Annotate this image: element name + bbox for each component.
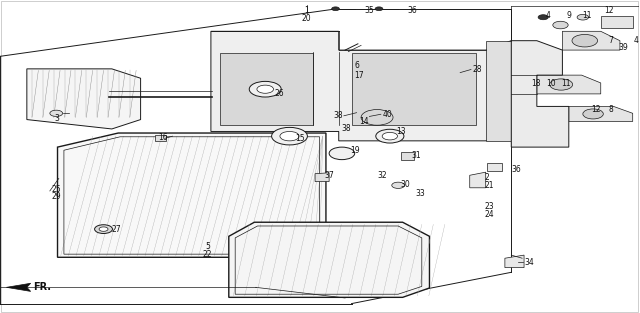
Text: 25: 25 xyxy=(51,185,61,194)
Circle shape xyxy=(382,132,397,140)
Circle shape xyxy=(50,110,63,116)
Text: FR.: FR. xyxy=(33,282,51,292)
Text: 29: 29 xyxy=(51,192,61,201)
Text: 10: 10 xyxy=(546,80,556,88)
Text: 14: 14 xyxy=(359,117,369,126)
Text: 40: 40 xyxy=(382,110,392,119)
Text: 11: 11 xyxy=(582,11,591,20)
Polygon shape xyxy=(487,163,502,171)
Text: 31: 31 xyxy=(411,151,420,160)
Polygon shape xyxy=(537,75,601,94)
Polygon shape xyxy=(470,172,486,188)
Text: 37: 37 xyxy=(324,172,335,180)
Text: 19: 19 xyxy=(350,146,360,155)
Text: 38: 38 xyxy=(342,124,351,133)
Circle shape xyxy=(280,131,299,141)
Text: 27: 27 xyxy=(112,225,122,233)
Circle shape xyxy=(329,147,355,160)
Polygon shape xyxy=(563,31,620,50)
Circle shape xyxy=(332,7,339,11)
Polygon shape xyxy=(601,16,633,28)
Text: 16: 16 xyxy=(159,133,168,142)
Polygon shape xyxy=(211,31,511,141)
Text: 39: 39 xyxy=(619,43,628,52)
Polygon shape xyxy=(505,255,524,268)
Text: 4: 4 xyxy=(546,11,551,20)
Circle shape xyxy=(583,109,604,119)
Text: 4: 4 xyxy=(634,36,639,45)
Text: 15: 15 xyxy=(295,134,305,143)
Text: 9: 9 xyxy=(566,11,572,20)
Text: 11: 11 xyxy=(561,80,571,88)
Text: 21: 21 xyxy=(484,181,494,190)
Circle shape xyxy=(550,79,573,90)
Circle shape xyxy=(553,21,568,29)
Circle shape xyxy=(577,14,589,20)
Circle shape xyxy=(538,15,548,20)
Polygon shape xyxy=(6,283,31,291)
Circle shape xyxy=(257,85,273,93)
Text: 35: 35 xyxy=(364,7,374,15)
Text: 33: 33 xyxy=(415,189,425,198)
Circle shape xyxy=(572,34,598,47)
Polygon shape xyxy=(58,133,326,257)
Text: 32: 32 xyxy=(378,171,387,180)
Polygon shape xyxy=(486,41,511,141)
Circle shape xyxy=(376,129,404,143)
Polygon shape xyxy=(315,173,329,182)
Text: 8: 8 xyxy=(609,105,613,114)
Text: 26: 26 xyxy=(275,90,284,98)
Text: 18: 18 xyxy=(531,80,540,88)
Circle shape xyxy=(95,225,113,233)
Text: 13: 13 xyxy=(396,127,406,136)
Polygon shape xyxy=(155,135,166,141)
Text: 38: 38 xyxy=(333,111,342,120)
Text: 12: 12 xyxy=(591,105,600,114)
Text: 7: 7 xyxy=(609,36,613,44)
Text: 5: 5 xyxy=(205,242,210,251)
Text: 3: 3 xyxy=(54,115,59,123)
Polygon shape xyxy=(401,152,414,160)
Circle shape xyxy=(375,7,383,11)
Circle shape xyxy=(99,227,108,231)
Text: 36: 36 xyxy=(408,7,417,15)
Circle shape xyxy=(392,182,404,188)
Text: 6: 6 xyxy=(355,61,360,70)
Circle shape xyxy=(271,127,307,145)
Polygon shape xyxy=(27,69,141,129)
Text: 24: 24 xyxy=(484,210,494,218)
Text: 2: 2 xyxy=(484,173,489,182)
Text: 28: 28 xyxy=(473,65,483,74)
Text: 1: 1 xyxy=(305,7,309,15)
Polygon shape xyxy=(228,222,429,297)
Text: 17: 17 xyxy=(355,71,364,80)
Text: 30: 30 xyxy=(400,180,410,189)
Polygon shape xyxy=(569,106,633,121)
Text: 34: 34 xyxy=(524,258,534,267)
Polygon shape xyxy=(351,53,476,125)
Text: 20: 20 xyxy=(302,14,312,23)
Text: 22: 22 xyxy=(203,250,212,259)
Text: 36: 36 xyxy=(511,165,521,173)
Polygon shape xyxy=(221,53,313,125)
Text: 12: 12 xyxy=(604,6,614,14)
Circle shape xyxy=(249,81,281,97)
Text: 23: 23 xyxy=(484,202,494,211)
Polygon shape xyxy=(511,41,569,147)
